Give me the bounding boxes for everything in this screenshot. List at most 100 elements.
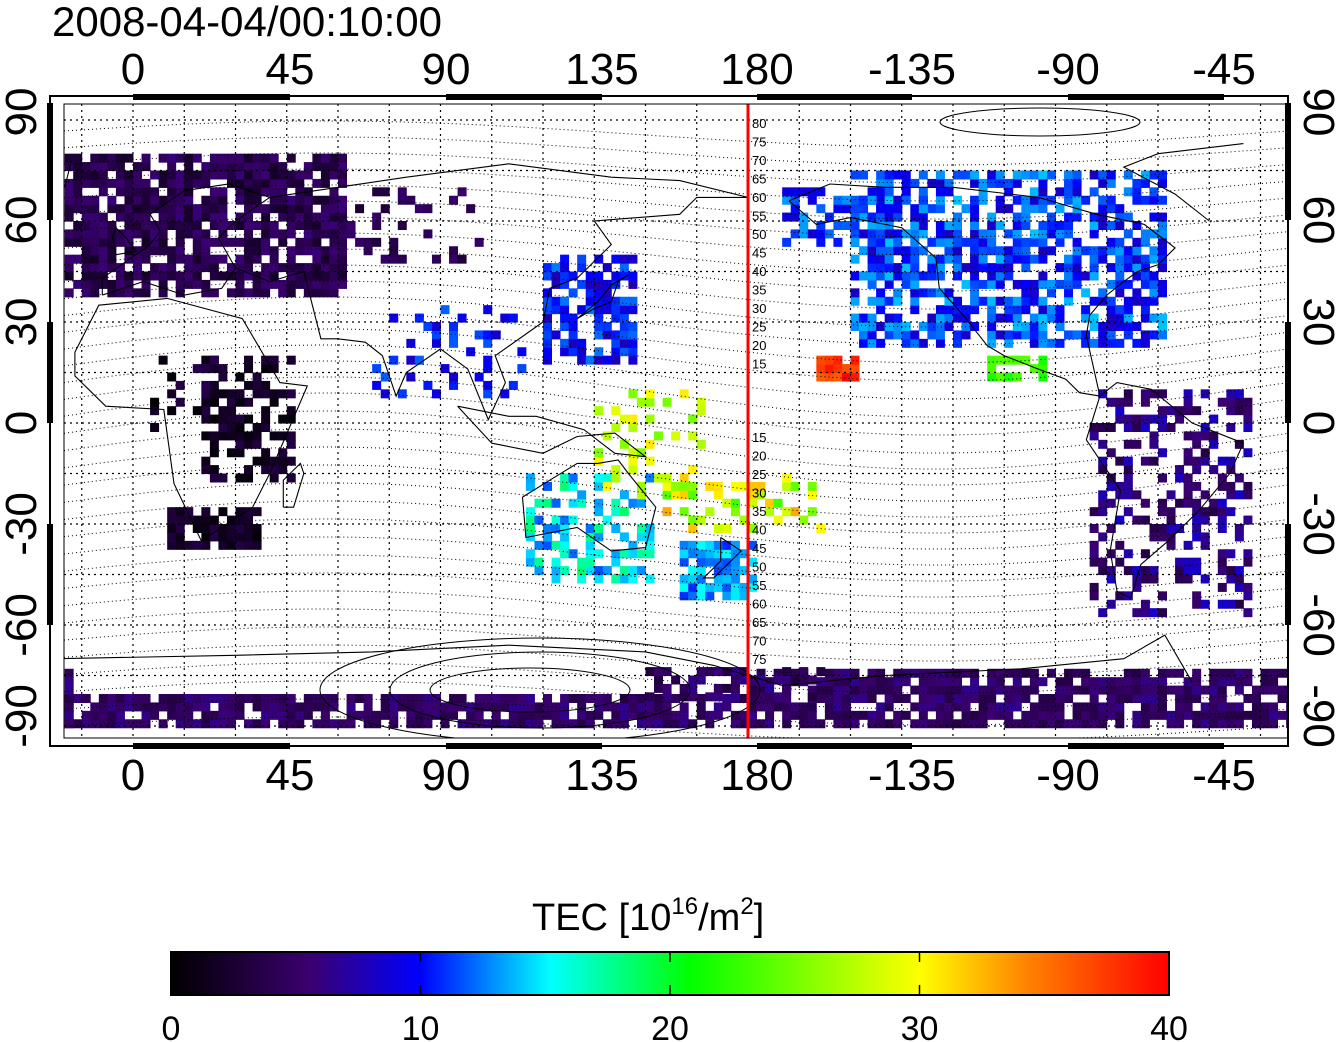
tec-cell xyxy=(1140,608,1150,618)
magnetic-latitude-contour xyxy=(64,536,1288,582)
tec-cell xyxy=(423,702,433,712)
tec-cell xyxy=(1098,423,1108,432)
tec-cell xyxy=(244,694,254,704)
tec-cell xyxy=(175,195,185,205)
bottom-longitude-label: 45 xyxy=(266,751,315,800)
tec-cell xyxy=(133,229,142,239)
tec-cell xyxy=(1183,540,1193,550)
tec-cell xyxy=(252,195,262,205)
tec-cell xyxy=(115,279,125,289)
tec-cell xyxy=(543,710,552,720)
tec-cell xyxy=(261,279,271,289)
tec-cell xyxy=(1029,296,1039,306)
tec-cell xyxy=(1234,532,1244,542)
tec-cell xyxy=(927,237,937,247)
tec-cell xyxy=(1132,515,1142,525)
tec-cell xyxy=(414,204,424,214)
tec-cell xyxy=(782,710,792,720)
tec-cell xyxy=(1166,532,1176,542)
tec-cell xyxy=(167,221,177,230)
tec-cell xyxy=(807,719,817,729)
tec-cell xyxy=(226,170,236,180)
tec-cell xyxy=(867,322,877,331)
tec-cell xyxy=(611,702,621,712)
tec-cell xyxy=(525,524,535,533)
tec-cell xyxy=(1038,246,1048,256)
tec-cell xyxy=(192,694,202,704)
tec-cell xyxy=(226,153,236,163)
tec-cell xyxy=(1089,296,1099,306)
tec-cell xyxy=(107,719,117,729)
tec-cell xyxy=(312,254,322,264)
contour-label: 35 xyxy=(752,283,766,298)
tec-cell xyxy=(252,507,262,517)
tec-cell xyxy=(1149,195,1159,205)
tec-cell xyxy=(594,498,604,508)
tec-cell xyxy=(619,313,629,323)
tec-cell xyxy=(226,237,236,247)
tec-cell xyxy=(1192,719,1202,729)
tec-cell xyxy=(944,702,954,712)
magnetic-latitude-contour xyxy=(64,360,1288,418)
tec-cell xyxy=(1098,677,1108,687)
tec-cell xyxy=(901,330,911,340)
tec-cell xyxy=(756,675,766,685)
tec-cell xyxy=(175,246,185,256)
tec-cell xyxy=(688,566,698,576)
tec-cell xyxy=(1115,719,1125,729)
tec-cell xyxy=(654,683,664,693)
tec-cell xyxy=(1158,507,1167,517)
tec-cell xyxy=(628,574,638,584)
tec-cell xyxy=(970,237,980,247)
tec-cell xyxy=(81,254,91,264)
tec-cell xyxy=(90,710,100,720)
tec-cell xyxy=(1132,719,1142,729)
tec-cell xyxy=(192,204,202,214)
tec-cell xyxy=(1192,685,1202,695)
tec-cell xyxy=(645,389,655,399)
tec-cell xyxy=(329,195,339,205)
tec-cell xyxy=(389,313,399,323)
tec-cell xyxy=(935,313,945,323)
tec-cell xyxy=(1183,406,1193,416)
tec-cell xyxy=(64,271,74,281)
tec-cell xyxy=(859,313,869,323)
tec-cell xyxy=(167,187,177,197)
tec-cell xyxy=(363,719,373,729)
tec-cell xyxy=(423,719,433,729)
tec-cell xyxy=(944,668,954,678)
tec-cell xyxy=(1158,229,1167,239)
tec-cell xyxy=(167,178,177,188)
tec-cell xyxy=(1158,322,1167,331)
tec-cell xyxy=(765,507,775,517)
tec-cell xyxy=(1217,549,1227,559)
tec-cell xyxy=(910,279,920,289)
magnetic-latitude-contour xyxy=(64,328,1288,382)
tec-cell xyxy=(209,473,219,483)
tec-cell xyxy=(338,254,347,264)
tec-cell xyxy=(338,153,347,163)
tec-cell xyxy=(739,566,749,576)
tec-cell xyxy=(329,212,339,222)
tec-cell xyxy=(184,153,194,163)
tec-cell xyxy=(1200,507,1210,517)
grid-lines xyxy=(64,104,1288,738)
tec-cell xyxy=(338,212,347,222)
tec-cell xyxy=(1115,305,1125,315)
tec-cell xyxy=(338,237,347,247)
tec-cell xyxy=(107,288,117,298)
tec-cell xyxy=(431,702,441,712)
tec-cell xyxy=(1260,710,1270,720)
tec-cell xyxy=(1123,322,1133,331)
tec-cell xyxy=(1115,456,1125,466)
tec-cell xyxy=(389,355,399,365)
tec-cell xyxy=(1123,279,1133,289)
tec-cell xyxy=(158,271,168,281)
tec-cell xyxy=(363,237,373,247)
tec-cell xyxy=(867,719,877,729)
tec-cell xyxy=(1004,246,1014,256)
tec-cell xyxy=(619,710,629,720)
tec-cell xyxy=(1269,668,1279,678)
tec-cell xyxy=(1149,246,1159,256)
tec-cell xyxy=(201,170,211,180)
